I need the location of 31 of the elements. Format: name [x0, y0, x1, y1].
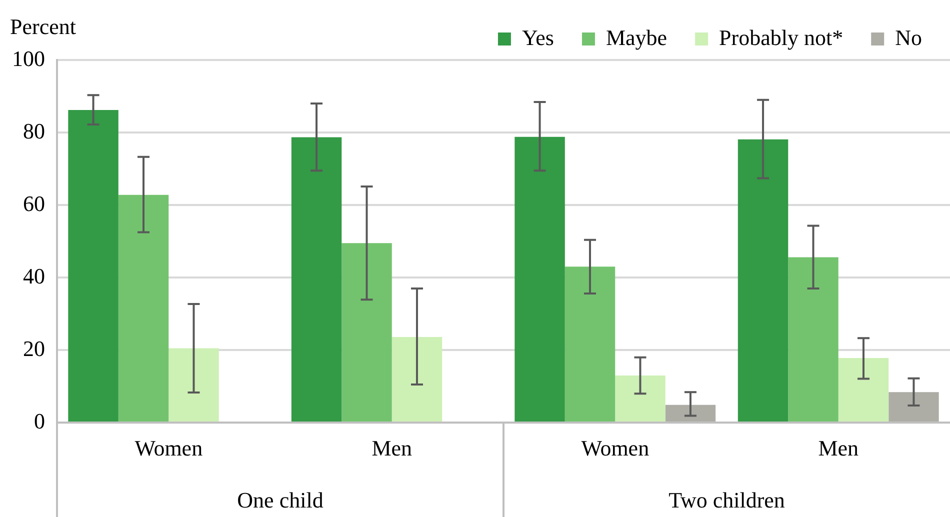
y-tick-label: 80: [23, 118, 45, 144]
y-tick-label: 40: [23, 263, 45, 288]
x-tick-label: Men: [372, 436, 412, 461]
y-tick-label: 20: [23, 336, 45, 361]
x-tick-label: Women: [134, 436, 203, 461]
x-tick-label: Women: [581, 436, 650, 461]
bar: [615, 375, 666, 422]
y-tick-label: 0: [34, 408, 45, 434]
x-tick-label: Men: [818, 436, 859, 461]
bar: [665, 404, 716, 422]
bar: [564, 266, 616, 422]
bar: [342, 243, 392, 422]
bar: [168, 348, 219, 422]
legend-label: Probably not*: [719, 24, 844, 50]
y-axis-title: Percent: [10, 14, 76, 39]
bar: [392, 337, 442, 422]
legend-label: Maybe: [606, 24, 668, 50]
y-tick-label: 100: [12, 46, 45, 71]
bar: [291, 137, 342, 422]
bar: [838, 358, 889, 422]
bar: [888, 392, 939, 422]
bar: [68, 110, 118, 422]
legend-label: Yes: [522, 24, 554, 50]
bar: [788, 257, 838, 422]
bar: [738, 139, 788, 422]
text: Two children: [668, 488, 785, 513]
text: One child: [237, 488, 324, 513]
y-tick-label: 60: [23, 190, 45, 216]
bar: [118, 194, 169, 422]
legend-label: No: [895, 24, 922, 50]
bar: [514, 136, 565, 422]
